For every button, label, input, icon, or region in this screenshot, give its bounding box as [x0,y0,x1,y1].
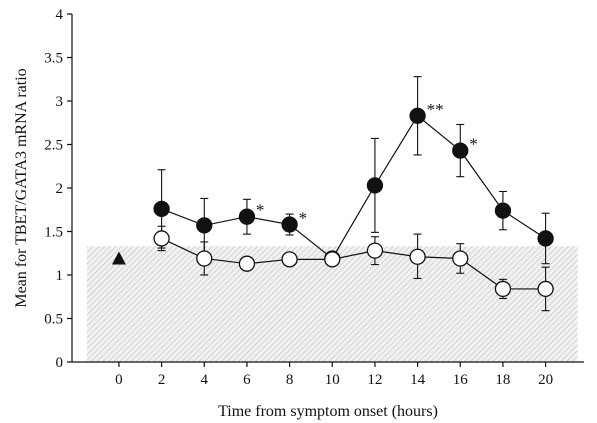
data-point-filled [196,217,213,234]
data-point-open [452,250,469,267]
series-line-filled [161,114,546,260]
x-tick-label: 6 [243,372,251,388]
y-tick-label: 2.5 [44,138,63,154]
reference-triangle-marker [111,251,126,265]
significance-star: ** [427,100,444,119]
y-tick-label: 0 [56,355,64,371]
data-point-filled [281,216,298,233]
x-tick-label: 20 [538,372,553,388]
data-point-open [494,280,512,298]
data-point-open [366,242,384,259]
x-tick-label: 10 [325,372,340,388]
data-point-filled [238,208,256,225]
y-tick-label: 1.5 [44,225,63,241]
data-point-open [196,250,213,267]
series-lines [161,114,546,290]
significance-star: * [299,209,308,228]
data-point-filled [494,202,512,219]
y-tick-label: 4 [56,7,64,23]
data-point-open [281,251,298,268]
x-tick-label: 8 [286,372,294,388]
x-tick-label: 4 [201,372,209,388]
x-tick-label: 12 [367,372,382,388]
y-axis-title: Mean for TBET/GATA3 mRNA ratio [13,68,30,307]
x-tick-label: 2 [158,372,166,388]
data-point-filled [452,142,469,159]
x-axis-title: Time from symptom onset (hours) [218,403,438,420]
x-tick-label: 16 [453,372,469,388]
data-point-filled [366,177,384,194]
y-tick-label: 3 [56,94,64,110]
data-point-open [153,230,170,247]
y-tick-label: 2 [56,181,64,197]
data-point-open [409,248,426,265]
data-point-open [324,251,341,268]
x-tick-label: 14 [410,372,426,388]
data-points [111,107,554,298]
data-point-filled [409,107,426,124]
axes: 0 0.5 1 1.5 2 2.5 3 3.5 4 0 2 4 6 8 10 12 14 16 18 20 [44,7,584,388]
data-point-open [238,255,256,272]
data-point-filled [153,200,170,218]
significance-star: * [469,135,478,154]
y-tick-label: 1 [56,268,64,284]
data-point-filled [537,230,554,247]
significance-annotations: * **** [256,100,478,228]
series-line-open [161,237,546,290]
data-point-open [537,280,554,298]
y-tick-label: 0.5 [44,312,63,328]
x-tick-label: 0 [115,372,123,388]
x-tick-label: 18 [495,372,510,388]
significance-star: * [256,201,265,220]
y-tick-label: 3.5 [44,51,63,67]
